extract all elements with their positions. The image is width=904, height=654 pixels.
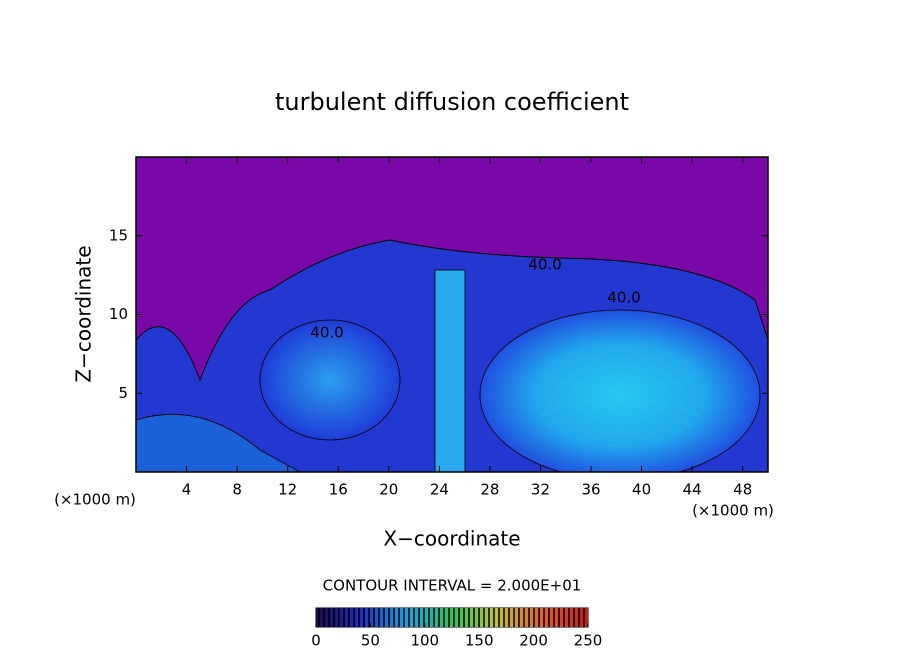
- x-tick-label: 16: [329, 481, 348, 499]
- x-tick-label: 8: [232, 481, 242, 499]
- y-tick-label: 10: [109, 305, 128, 323]
- chart-title: turbulent diffusion coefficient: [275, 88, 629, 116]
- x-tick-label: 4: [182, 481, 192, 499]
- x-tick-label: 44: [683, 481, 702, 499]
- x-tick-label: 48: [733, 481, 752, 499]
- contour-label: 40.0: [310, 324, 343, 342]
- y-axis-label: Z−coordinate: [72, 245, 96, 382]
- colorbar-tick-label: 50: [361, 632, 380, 650]
- colorbar-tick-label: 200: [519, 632, 548, 650]
- x-unit-left: (×1000 m): [54, 491, 136, 509]
- colorbar-tick-label: 250: [574, 632, 603, 650]
- contour-label: 40.0: [528, 256, 561, 274]
- x-tick-label: 28: [480, 481, 499, 499]
- x-tick-label: 36: [581, 481, 600, 499]
- x-tick-label: 32: [531, 481, 550, 499]
- x-tick-label: 24: [430, 481, 449, 499]
- colorbar: [316, 608, 588, 627]
- x-axis-label: X−coordinate: [383, 527, 520, 551]
- contour-interval: CONTOUR INTERVAL = 2.000E+01: [323, 577, 582, 595]
- y-tick-label: 15: [109, 226, 128, 244]
- colorbar-tick-label: 150: [465, 632, 494, 650]
- x-tick-label: 40: [632, 481, 651, 499]
- field-region: [136, 413, 301, 472]
- field-vortex: [479, 309, 761, 472]
- x-tick-label: 20: [379, 481, 398, 499]
- contour-label: 40.0: [607, 289, 640, 307]
- field-plume: [434, 269, 466, 472]
- colorbar-tick-label: 100: [410, 632, 439, 650]
- colorbar-tick-label: 0: [311, 632, 321, 650]
- contour-field: [136, 157, 768, 472]
- x-unit-right: (×1000 m): [692, 502, 774, 520]
- field-vortex: [259, 319, 401, 441]
- x-tick-label: 12: [278, 481, 297, 499]
- y-tick-label: 5: [118, 384, 128, 402]
